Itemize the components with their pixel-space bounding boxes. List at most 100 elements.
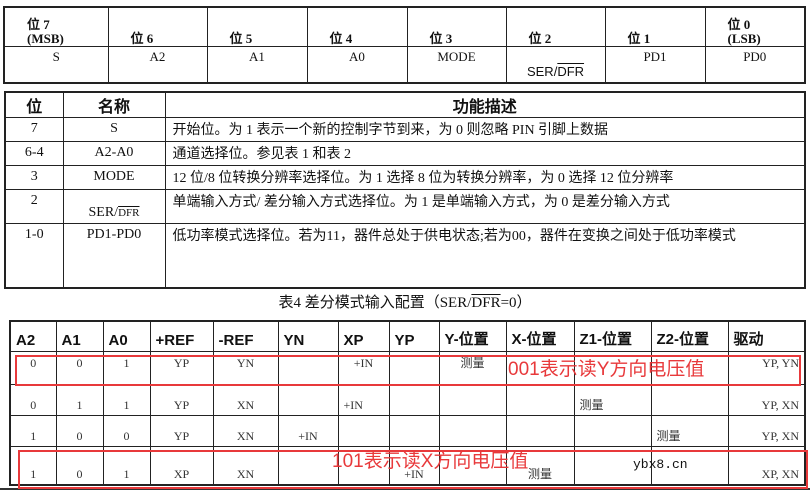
bit-header: 位 2 — [505, 6, 606, 47]
table-cell: +IN — [337, 384, 390, 416]
header-line: 位 2 — [528, 31, 552, 46]
header-line: 位 0 — [727, 17, 751, 32]
column-header: YN — [277, 320, 339, 352]
table-cell — [337, 415, 390, 447]
table-row: 7 S 开始位。为 1 表示一个新的控制字节到来，为 0 则忽略 PIN 引脚上… — [4, 117, 806, 142]
bit-header: 位 4 — [306, 6, 408, 47]
table-cell: +IN — [388, 446, 440, 485]
table-cell — [505, 384, 575, 416]
desc-cell: 单端输入方式/ 差分输入方式选择位。为 1 是单端输入方式，为 0 是差分输入方… — [164, 189, 806, 224]
header-line: (MSB) — [27, 31, 64, 46]
name-cell: PD1-PD0 — [62, 223, 166, 288]
table-row: 2 SER/DFR 单端输入方式/ 差分输入方式选择位。为 1 是单端输入方式，… — [4, 189, 806, 224]
table-cell: +IN — [277, 415, 339, 447]
control-byte-bit-table: 位 7 (MSB) 位 6 位 5 位 4 位 3 位 2 位 1 位 0 (LSB… — [3, 6, 806, 84]
table-cell — [277, 384, 339, 416]
name-cell: A2-A0 — [62, 141, 166, 166]
header-row: 位 7 (MSB) 位 6 位 5 位 4 位 3 位 2 位 1 位 0 (LSB… — [3, 6, 806, 47]
table-cell: 1 — [102, 384, 151, 416]
table-cell — [573, 446, 652, 485]
caption-suffix: =0） — [500, 295, 532, 311]
name-cell: S — [62, 117, 166, 142]
table-row: 3 MODE 12 位/8 位转换分辨率选择位。为 1 选择 8 位为转换分辨率… — [4, 165, 806, 190]
table-cell: YP, XN — [727, 415, 806, 447]
table-cell — [438, 384, 507, 416]
bit-value: MODE — [406, 46, 507, 84]
table-cell: 0 — [9, 384, 57, 416]
bit-cell: 2 — [4, 189, 64, 224]
dfr-label: DFR — [118, 207, 140, 219]
annotation-box-y — [15, 355, 801, 386]
desc-cell: 开始位。为 1 表示一个新的控制字节到来，为 0 则忽略 PIN 引脚上数据 — [164, 117, 806, 142]
bit-header: 位 1 — [604, 6, 706, 47]
table-cell: YP, XN — [727, 384, 806, 416]
column-header: A0 — [102, 320, 151, 352]
table-cell: YP — [149, 415, 214, 447]
bit-header: 位 5 — [206, 6, 308, 47]
table-cell — [573, 415, 652, 447]
bit-header: 位 6 — [107, 6, 208, 47]
table-cell: 1 — [55, 384, 104, 416]
table-cell — [505, 415, 575, 447]
column-header: A2 — [9, 320, 57, 352]
caption-dfr: DFR — [471, 295, 501, 311]
table-cell: 0 — [55, 446, 104, 485]
ser-label: SER/ — [526, 64, 558, 79]
column-header: YP — [388, 320, 440, 352]
column-header: Z1-位置 — [573, 320, 652, 352]
desc-cell: 通道选择位。参见表 1 和表 2 — [164, 141, 806, 166]
table-row: 6-4 A2-A0 通道选择位。参见表 1 和表 2 — [4, 141, 806, 166]
name-cell: SER/DFR — [62, 189, 166, 224]
annotation-box-x — [18, 450, 808, 489]
table-row: 1 0 1 XP XN +IN 测量 XP, XN — [9, 446, 806, 485]
column-header: XP — [337, 320, 390, 352]
table-cell — [388, 415, 440, 447]
header-line: 位 4 — [329, 31, 353, 46]
table-cell: XN — [212, 446, 279, 485]
table-cell — [438, 446, 507, 485]
desc-cell: 低功率模式选择位。若为11，器件总处于供电状态;若为00，器件在变换之间处于低功… — [164, 223, 806, 288]
bit-cell: 3 — [4, 165, 64, 190]
bit-description-table: 位 名称 功能描述 7 S 开始位。为 1 表示一个新的控制字节到来，为 0 则… — [4, 91, 806, 289]
table-cell: XP — [149, 446, 214, 485]
table-row: 0 1 1 YP XN +IN 测量 YP, XN — [9, 384, 806, 416]
table-cell — [277, 446, 339, 485]
header-line: 位 3 — [429, 31, 453, 46]
bit-header: 位 0 (LSB) — [704, 6, 806, 47]
bit-value: SER/DFR — [505, 46, 606, 84]
table-cell: YP — [149, 384, 214, 416]
watermark: ybx8.cn — [633, 457, 688, 472]
table-caption: 表4 差分模式输入配置（SER/DFR=0） — [0, 291, 810, 312]
bit-value: A1 — [206, 46, 308, 84]
header-row: A2 A1 A0 +REF -REF YN XP YP Y-位置 X-位置 Z1-位置 Z2-位置 驱动 — [9, 320, 806, 352]
header-line: 位 6 — [130, 31, 154, 46]
column-header: X-位置 — [505, 320, 575, 352]
bit-header: 位 3 — [406, 6, 507, 47]
table-cell — [650, 384, 729, 416]
table-cell: XN — [212, 384, 279, 416]
column-header: A1 — [55, 320, 104, 352]
bit-header: 位 7 (MSB) — [3, 6, 109, 47]
bit-value: S — [3, 46, 109, 84]
bit-value: PD0 — [704, 46, 806, 84]
bit-cell: 7 — [4, 117, 64, 142]
bit-value: A0 — [306, 46, 408, 84]
bit-cell: 1-0 — [4, 223, 64, 288]
column-header: 驱动 — [727, 320, 806, 352]
desc-cell: 12 位/8 位转换分辨率选择位。为 1 选择 8 位为转换分辨率，为 0 选择… — [164, 165, 806, 190]
name-cell: MODE — [62, 165, 166, 190]
dfr-label: DFR — [557, 64, 585, 79]
header-line: (LSB) — [727, 31, 761, 46]
table-cell — [388, 384, 440, 416]
table-cell: 1 — [102, 446, 151, 485]
column-header: 功能描述 — [164, 91, 806, 118]
column-header: +REF — [149, 320, 214, 352]
caption-prefix: 表4 差分模式输入配置（SER/ — [278, 295, 472, 311]
bit-cell: 6-4 — [4, 141, 64, 166]
column-header: 位 — [4, 91, 64, 118]
ser-label: SER/ — [88, 205, 119, 220]
table-cell: 0 — [102, 415, 151, 447]
table-cell: XP, XN — [727, 446, 806, 485]
table-cell — [438, 415, 507, 447]
header-row: 位 名称 功能描述 — [4, 91, 806, 118]
